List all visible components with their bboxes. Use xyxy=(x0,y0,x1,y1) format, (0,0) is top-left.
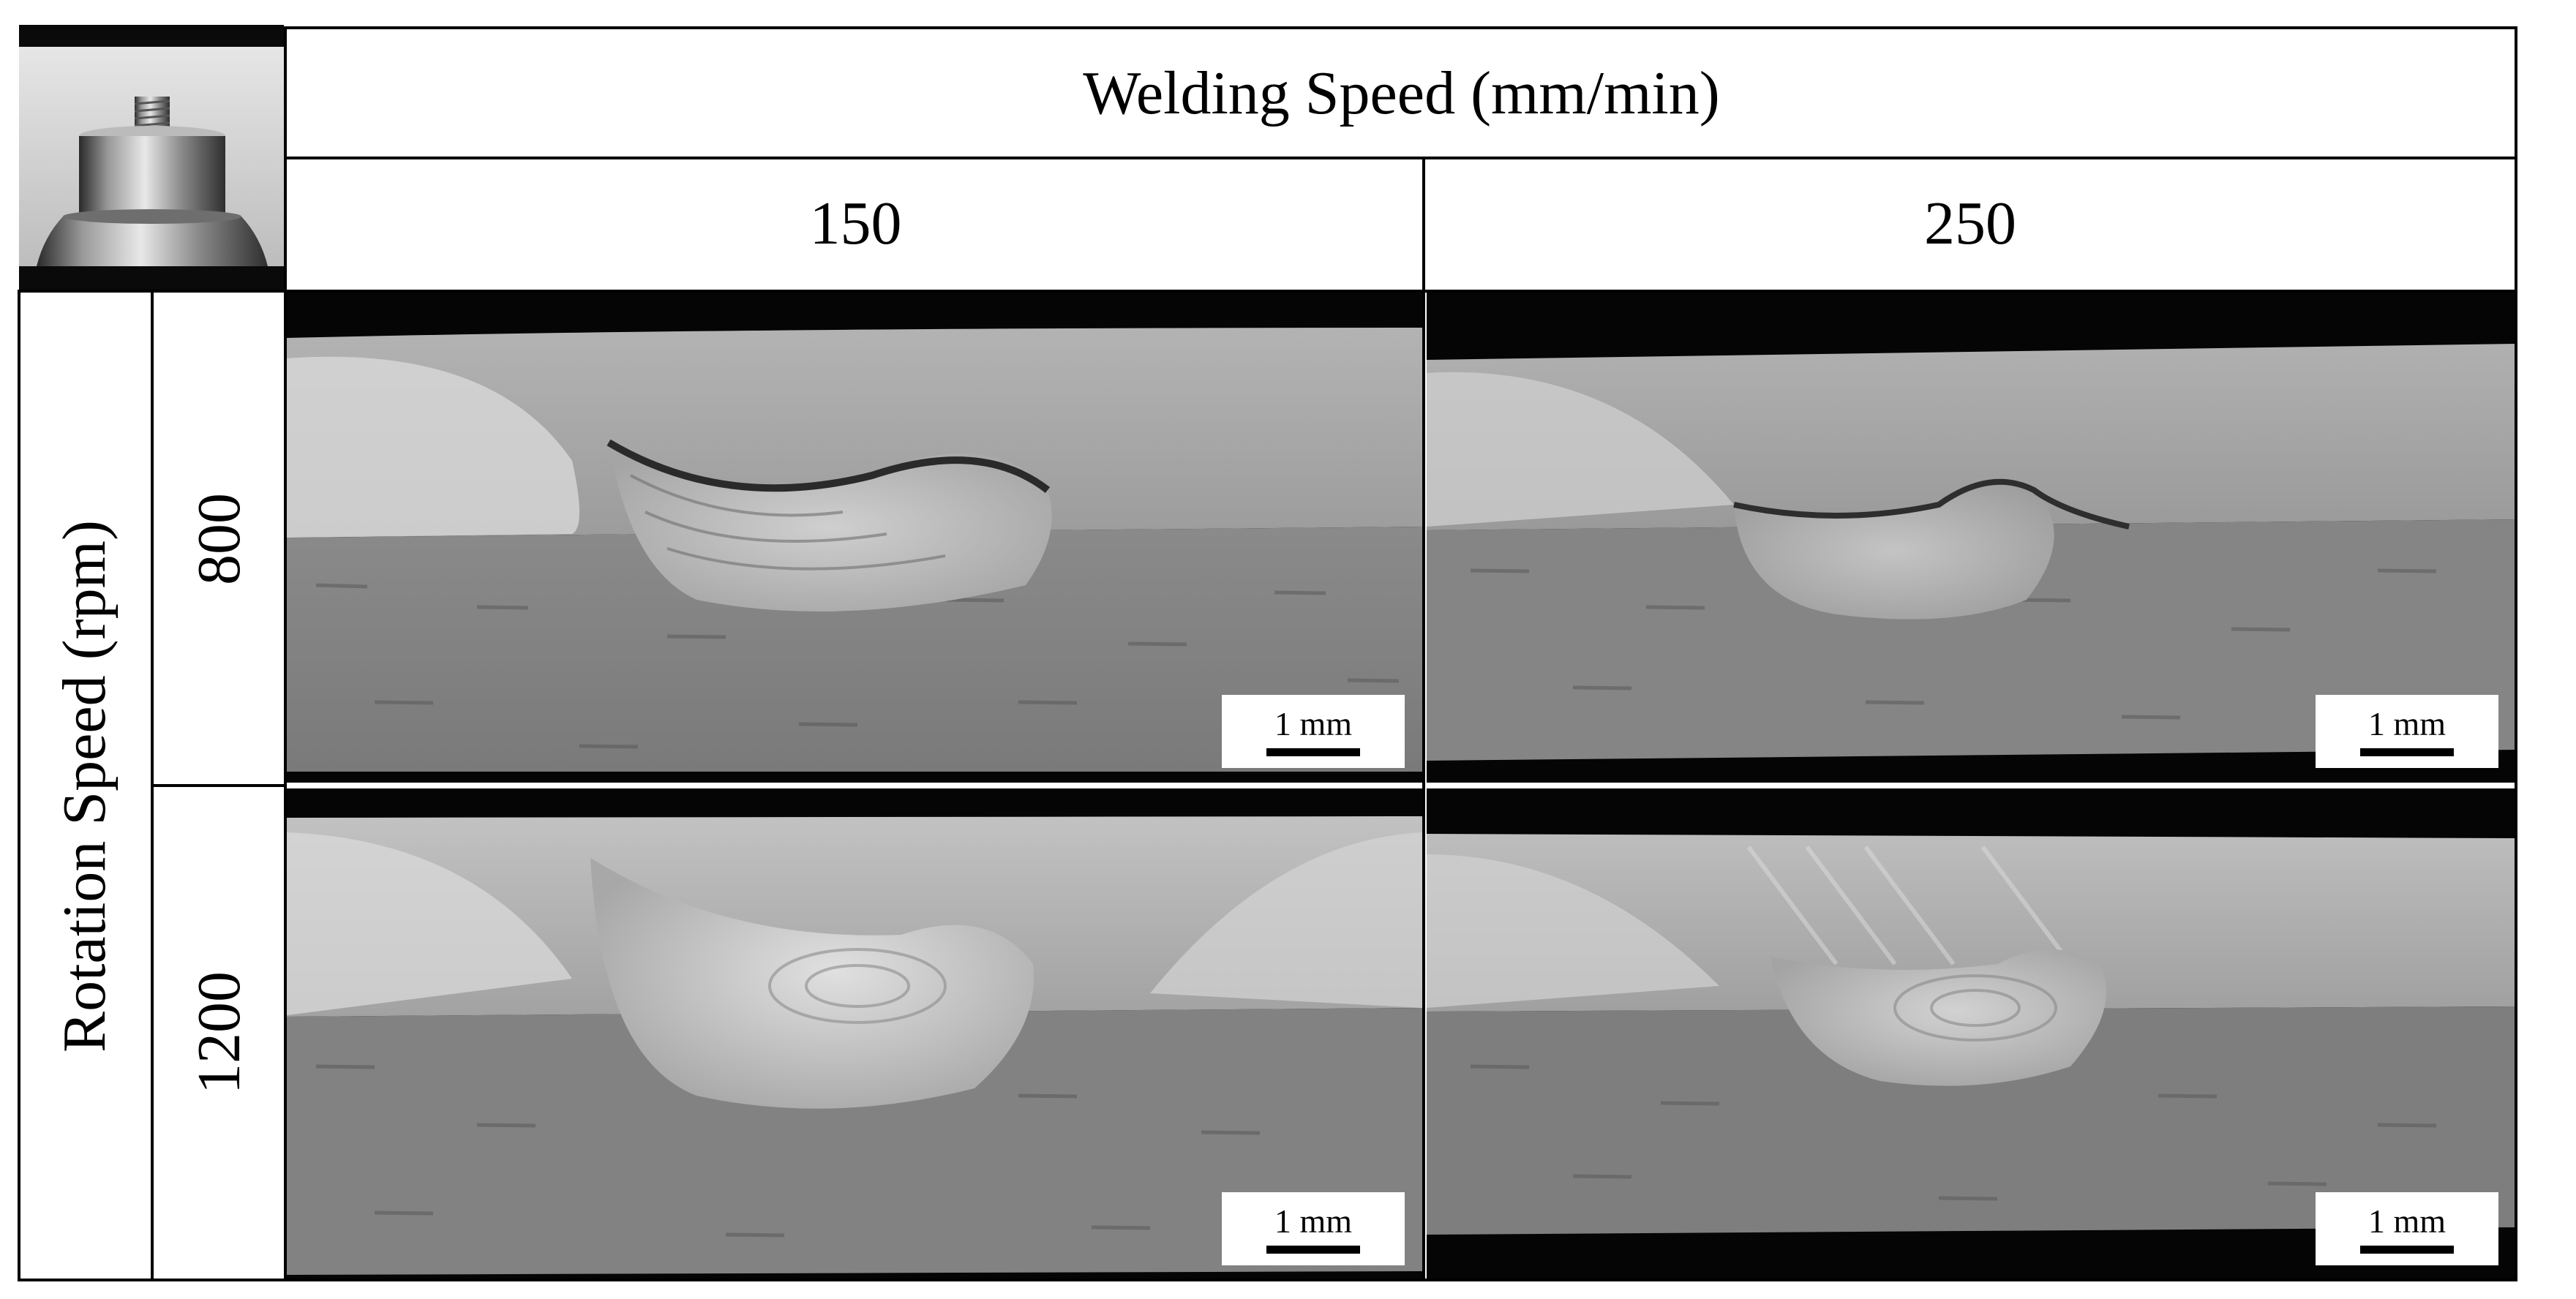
scale-bar-line xyxy=(2360,1245,2454,1254)
scale-bar-label: 1 mm xyxy=(2367,704,2447,742)
table-border-right xyxy=(2515,26,2517,1281)
row-header-1200-text: 1200 xyxy=(185,971,253,1094)
micrograph-800-150-graphic xyxy=(287,293,1422,783)
micrograph-800rpm-150mmmin: 1 mm xyxy=(287,293,1422,783)
row-header-800-text: 800 xyxy=(185,493,253,585)
micrograph-800rpm-250mmmin: 1 mm xyxy=(1427,293,2516,783)
column-header-150: 150 xyxy=(809,189,902,257)
scale-bar-1200-150: 1 mm xyxy=(1222,1192,1405,1265)
scale-bar-800-150: 1 mm xyxy=(1222,695,1405,768)
table-divider-header xyxy=(285,157,2517,159)
tool-photo xyxy=(19,25,284,293)
table-border-top xyxy=(285,26,2517,29)
micrograph-1200rpm-150mmmin: 1 mm xyxy=(287,788,1422,1280)
scale-bar-1200-250: 1 mm xyxy=(2316,1192,2498,1265)
scale-bar-line xyxy=(2360,748,2454,756)
micrograph-1200-250-graphic xyxy=(1427,788,2516,1280)
table-divider-rows xyxy=(151,784,287,787)
scale-bar-label: 1 mm xyxy=(1274,1202,1353,1240)
table-divider-columns xyxy=(18,290,2517,293)
scale-bar-800-250: 1 mm xyxy=(2316,695,2498,768)
table-border-bottom xyxy=(18,1279,2517,1281)
welding-speed-title: Welding Speed (mm/min) xyxy=(1083,59,1720,127)
column-header-250: 250 xyxy=(1924,189,2016,257)
row-header-1200: 1200 xyxy=(152,786,287,1280)
scale-bar-line xyxy=(1266,748,1360,756)
scale-bar-label: 1 mm xyxy=(2367,1202,2447,1240)
row-header-800: 800 xyxy=(152,293,287,786)
scale-bar-line xyxy=(1266,1245,1360,1254)
table-divider-speed-columns xyxy=(1422,157,1425,1281)
table-border-left xyxy=(18,290,20,1281)
rotation-speed-axis-text: Rotation Speed (rpm) xyxy=(50,520,119,1053)
rotation-speed-axis-label: Rotation Speed (rpm) xyxy=(19,293,151,1280)
tool-photo-graphic xyxy=(19,25,284,293)
micrograph-1200rpm-250mmmin: 1 mm xyxy=(1427,788,2516,1280)
table-divider-rowlabels xyxy=(284,26,287,1281)
table-divider-axis xyxy=(151,290,154,1281)
scale-bar-label: 1 mm xyxy=(1274,704,1353,742)
